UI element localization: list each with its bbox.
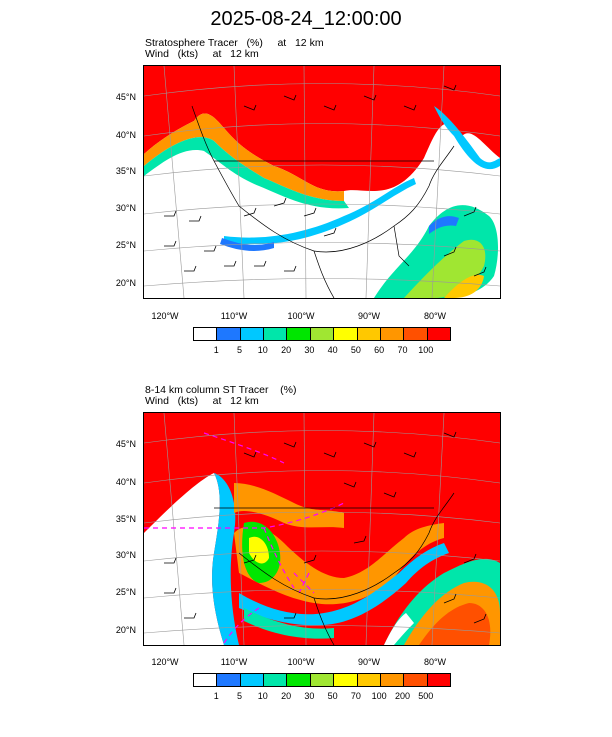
bottom-colorbar — [193, 673, 451, 687]
colorbar-swatch — [264, 328, 288, 340]
lon-label-80w: 80°W — [423, 311, 447, 321]
top-panel-subtitle: Wind (kts) at 12 km — [145, 48, 259, 60]
colorbar-swatch — [217, 328, 241, 340]
lon-label-80w-b: 80°W — [423, 657, 447, 667]
colorbar-swatch — [357, 328, 381, 340]
colorbar-label: 60 — [374, 345, 385, 355]
colorbar-label: 5 — [237, 691, 243, 701]
colorbar-swatch — [404, 674, 428, 686]
colorbar-label: 20 — [281, 691, 292, 701]
colorbar-swatch — [310, 674, 335, 686]
colorbar-swatch — [310, 328, 335, 340]
colorbar-label: 50 — [350, 345, 361, 355]
lat-label-20n-b: 20°N — [115, 625, 136, 635]
lon-label-120w: 120°W — [151, 311, 179, 321]
lat-label-30n: 30°N — [115, 203, 136, 213]
bottom-map-field — [144, 413, 500, 645]
colorbar-label: 10 — [257, 691, 268, 701]
lon-label-110w: 110°W — [220, 311, 248, 321]
lat-label-45n: 45°N — [115, 92, 136, 102]
lat-label-35n: 35°N — [115, 166, 136, 176]
top-colorbar — [193, 327, 451, 341]
colorbar-label: 40 — [327, 345, 338, 355]
colorbar-label: 50 — [327, 691, 338, 701]
colorbar-label: 20 — [281, 345, 292, 355]
lat-label-25n-b: 25°N — [115, 587, 136, 597]
colorbar-swatch — [240, 674, 265, 686]
colorbar-label: 5 — [237, 345, 243, 355]
colorbar-swatch — [357, 674, 381, 686]
colorbar-swatch — [217, 674, 241, 686]
colorbar-swatch — [287, 328, 311, 340]
colorbar-label: 30 — [304, 345, 315, 355]
colorbar-swatch — [404, 328, 428, 340]
colorbar-swatch — [427, 328, 450, 340]
lat-label-20n: 20°N — [115, 278, 136, 288]
lat-label-40n: 40°N — [115, 130, 136, 140]
colorbar-swatch — [194, 674, 218, 686]
colorbar-label: 100 — [371, 691, 387, 701]
bottom-panel-title: 8-14 km column ST Tracer (%) — [145, 384, 297, 396]
colorbar-swatch — [380, 328, 405, 340]
colorbar-label: 70 — [350, 691, 361, 701]
colorbar-swatch — [427, 674, 450, 686]
colorbar-swatch — [334, 328, 358, 340]
lat-label-35n-b: 35°N — [115, 514, 136, 524]
colorbar-label: 200 — [394, 691, 410, 701]
lat-label-45n-b: 45°N — [115, 439, 136, 449]
colorbar-label: 70 — [397, 345, 408, 355]
top-map-field — [144, 66, 500, 298]
main-title: 2025-08-24_12:00:00 — [210, 8, 402, 30]
lon-label-120w-b: 120°W — [151, 657, 179, 667]
colorbar-swatch — [240, 328, 265, 340]
colorbar-label: 10 — [257, 345, 268, 355]
top-map — [143, 65, 501, 299]
colorbar-swatch — [194, 328, 218, 340]
colorbar-label: 500 — [418, 691, 434, 701]
colorbar-swatch — [264, 674, 288, 686]
lon-label-100w-b: 100°W — [287, 657, 315, 667]
lon-label-90w: 90°W — [357, 311, 381, 321]
colorbar-label: 1 — [213, 691, 219, 701]
wind-barbs — [164, 84, 487, 277]
colorbar-swatch — [287, 674, 311, 686]
bottom-map — [143, 412, 501, 646]
colorbar-label: 1 — [213, 345, 219, 355]
lat-label-40n-b: 40°N — [115, 477, 136, 487]
top-panel-title: Stratosphere Tracer (%) at 12 km — [145, 37, 324, 49]
bottom-panel-subtitle: Wind (kts) at 12 km — [145, 395, 259, 407]
lon-label-110w-b: 110°W — [220, 657, 248, 667]
colorbar-swatch — [334, 674, 358, 686]
lon-label-100w: 100°W — [287, 311, 315, 321]
colorbar-label: 100 — [418, 345, 434, 355]
lat-label-25n: 25°N — [115, 240, 136, 250]
colorbar-swatch — [380, 674, 405, 686]
lat-label-30n-b: 30°N — [115, 550, 136, 560]
lon-label-90w-b: 90°W — [357, 657, 381, 667]
wind-barbs — [164, 431, 487, 624]
colorbar-label: 30 — [304, 691, 315, 701]
